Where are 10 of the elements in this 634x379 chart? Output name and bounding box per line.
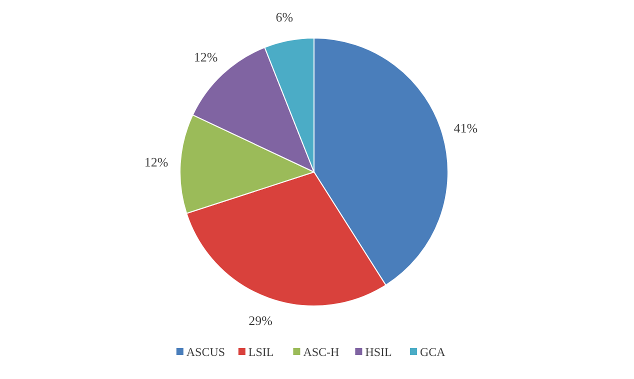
data-label: 29% [248,313,273,328]
data-label: 41% [454,120,478,136]
legend-label: ASC-H [303,345,340,360]
data-label: 12% [144,154,168,170]
legend-label: LSIL [248,345,274,360]
legend-label: HSIL [365,345,392,360]
data-label: 6% [276,9,294,24]
legend-label: GCA [420,345,446,360]
data-label: 12% [194,49,218,64]
legend-label: ASCUS [186,345,226,360]
